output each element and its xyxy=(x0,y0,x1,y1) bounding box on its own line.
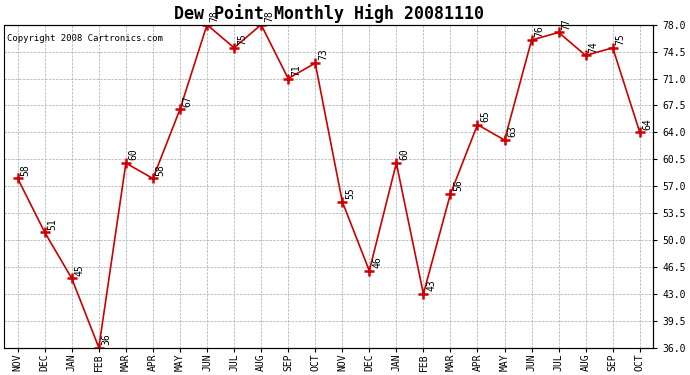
Text: 45: 45 xyxy=(75,264,85,276)
Text: 71: 71 xyxy=(291,64,301,76)
Text: 77: 77 xyxy=(562,18,571,30)
Text: 78: 78 xyxy=(210,10,220,22)
Text: 67: 67 xyxy=(183,95,193,106)
Text: 75: 75 xyxy=(237,33,247,45)
Text: 76: 76 xyxy=(534,26,544,37)
Text: 55: 55 xyxy=(345,187,355,199)
Text: 78: 78 xyxy=(264,10,274,22)
Text: 36: 36 xyxy=(101,333,112,345)
Text: 73: 73 xyxy=(318,49,328,60)
Text: 58: 58 xyxy=(21,164,30,176)
Title: Dew Point Monthly High 20081110: Dew Point Monthly High 20081110 xyxy=(174,4,484,23)
Text: Copyright 2008 Cartronics.com: Copyright 2008 Cartronics.com xyxy=(8,34,164,44)
Text: 60: 60 xyxy=(399,148,409,160)
Text: 51: 51 xyxy=(48,218,57,229)
Text: 75: 75 xyxy=(615,33,626,45)
Text: 60: 60 xyxy=(128,148,139,160)
Text: 63: 63 xyxy=(507,126,518,137)
Text: 65: 65 xyxy=(480,110,491,122)
Text: 74: 74 xyxy=(589,41,598,53)
Text: 58: 58 xyxy=(156,164,166,176)
Text: 46: 46 xyxy=(372,256,382,268)
Text: 56: 56 xyxy=(453,179,463,191)
Text: 43: 43 xyxy=(426,279,436,291)
Text: 64: 64 xyxy=(642,118,653,130)
